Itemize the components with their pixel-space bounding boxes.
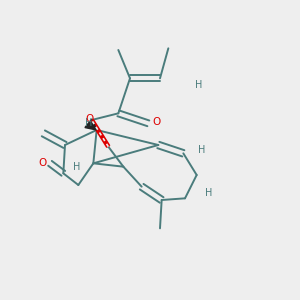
Polygon shape — [85, 119, 97, 130]
Text: O: O — [153, 117, 161, 127]
Text: H: H — [85, 118, 92, 128]
Text: H: H — [205, 188, 212, 198]
Text: H: H — [73, 162, 81, 172]
Text: O: O — [38, 158, 46, 168]
Text: H: H — [198, 145, 206, 155]
Text: O: O — [85, 113, 93, 124]
Text: H: H — [195, 80, 202, 90]
